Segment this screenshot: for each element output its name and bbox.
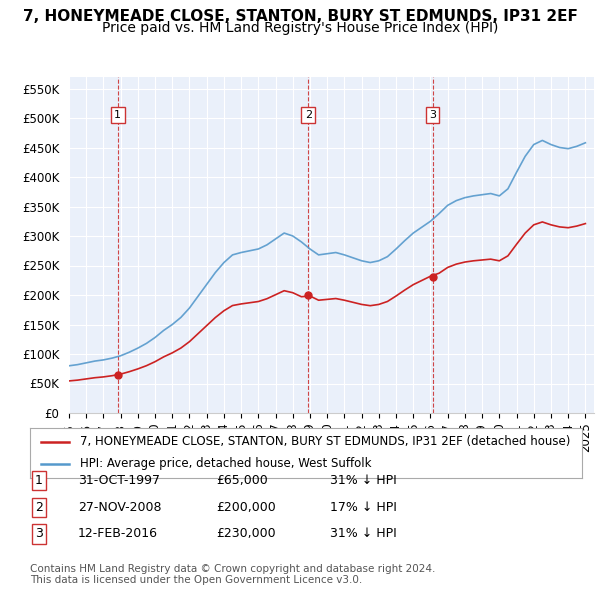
Text: 31-OCT-1997: 31-OCT-1997: [78, 474, 160, 487]
Text: 1: 1: [35, 474, 43, 487]
Text: 7, HONEYMEADE CLOSE, STANTON, BURY ST EDMUNDS, IP31 2EF: 7, HONEYMEADE CLOSE, STANTON, BURY ST ED…: [23, 9, 577, 24]
Text: £200,000: £200,000: [216, 501, 276, 514]
Text: 12-FEB-2016: 12-FEB-2016: [78, 527, 158, 540]
Text: 17% ↓ HPI: 17% ↓ HPI: [330, 501, 397, 514]
Text: 7, HONEYMEADE CLOSE, STANTON, BURY ST EDMUNDS, IP31 2EF (detached house): 7, HONEYMEADE CLOSE, STANTON, BURY ST ED…: [80, 435, 570, 448]
Text: Contains HM Land Registry data © Crown copyright and database right 2024.
This d: Contains HM Land Registry data © Crown c…: [30, 563, 436, 585]
Text: £65,000: £65,000: [216, 474, 268, 487]
Text: 31% ↓ HPI: 31% ↓ HPI: [330, 474, 397, 487]
Text: 2: 2: [35, 501, 43, 514]
Text: 31% ↓ HPI: 31% ↓ HPI: [330, 527, 397, 540]
Text: 3: 3: [429, 110, 436, 120]
Text: 3: 3: [35, 527, 43, 540]
Text: HPI: Average price, detached house, West Suffolk: HPI: Average price, detached house, West…: [80, 457, 371, 470]
Text: 2: 2: [305, 110, 312, 120]
Text: 27-NOV-2008: 27-NOV-2008: [78, 501, 161, 514]
Text: Price paid vs. HM Land Registry's House Price Index (HPI): Price paid vs. HM Land Registry's House …: [102, 21, 498, 35]
Text: 1: 1: [114, 110, 121, 120]
Text: £230,000: £230,000: [216, 527, 275, 540]
